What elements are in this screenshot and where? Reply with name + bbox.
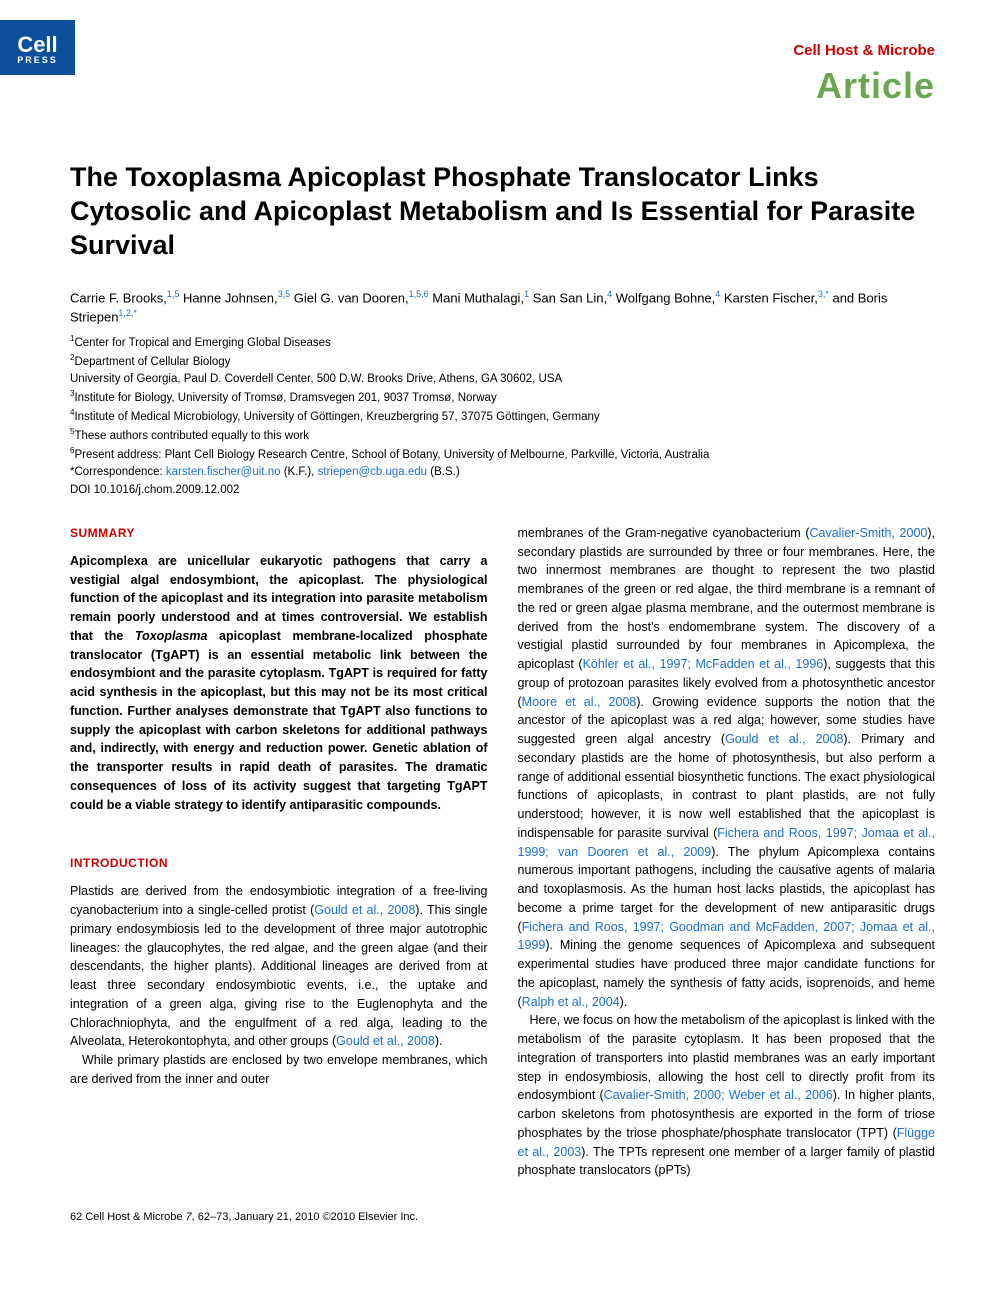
col2-paragraph-2: Here, we focus on how the metabolism of … <box>518 1011 936 1180</box>
summary-text: Apicomplexa are unicellular eukaryotic p… <box>70 552 488 815</box>
intro-paragraph-2: While primary plastids are enclosed by t… <box>70 1051 488 1089</box>
article-title: The Toxoplasma Apicoplast Phosphate Tran… <box>70 161 935 262</box>
col2-paragraph-1: membranes of the Gram-negative cyanobact… <box>518 524 936 1012</box>
journal-name: Cell Host & Microbe <box>70 40 935 61</box>
author-list: Carrie F. Brooks,1,5 Hanne Johnsen,3,5 G… <box>70 288 935 327</box>
intro-paragraph-1: Plastids are derived from the endosymbio… <box>70 882 488 1051</box>
left-column: SUMMARY Apicomplexa are unicellular euka… <box>70 524 488 1180</box>
logo-sub: PRESS <box>17 56 58 64</box>
article-type: Article <box>70 61 935 111</box>
affiliations: 1Center for Tropical and Emerging Global… <box>70 333 935 499</box>
right-column: membranes of the Gram-negative cyanobact… <box>518 524 936 1180</box>
header-right: Cell Host & Microbe Article <box>70 40 935 111</box>
summary-heading: SUMMARY <box>70 524 488 542</box>
cell-press-logo: Cell PRESS <box>0 20 75 75</box>
logo-main: Cell <box>17 35 57 55</box>
introduction-heading: INTRODUCTION <box>70 854 488 872</box>
page-footer: 62 Cell Host & Microbe 7, 62–73, January… <box>70 1210 935 1225</box>
